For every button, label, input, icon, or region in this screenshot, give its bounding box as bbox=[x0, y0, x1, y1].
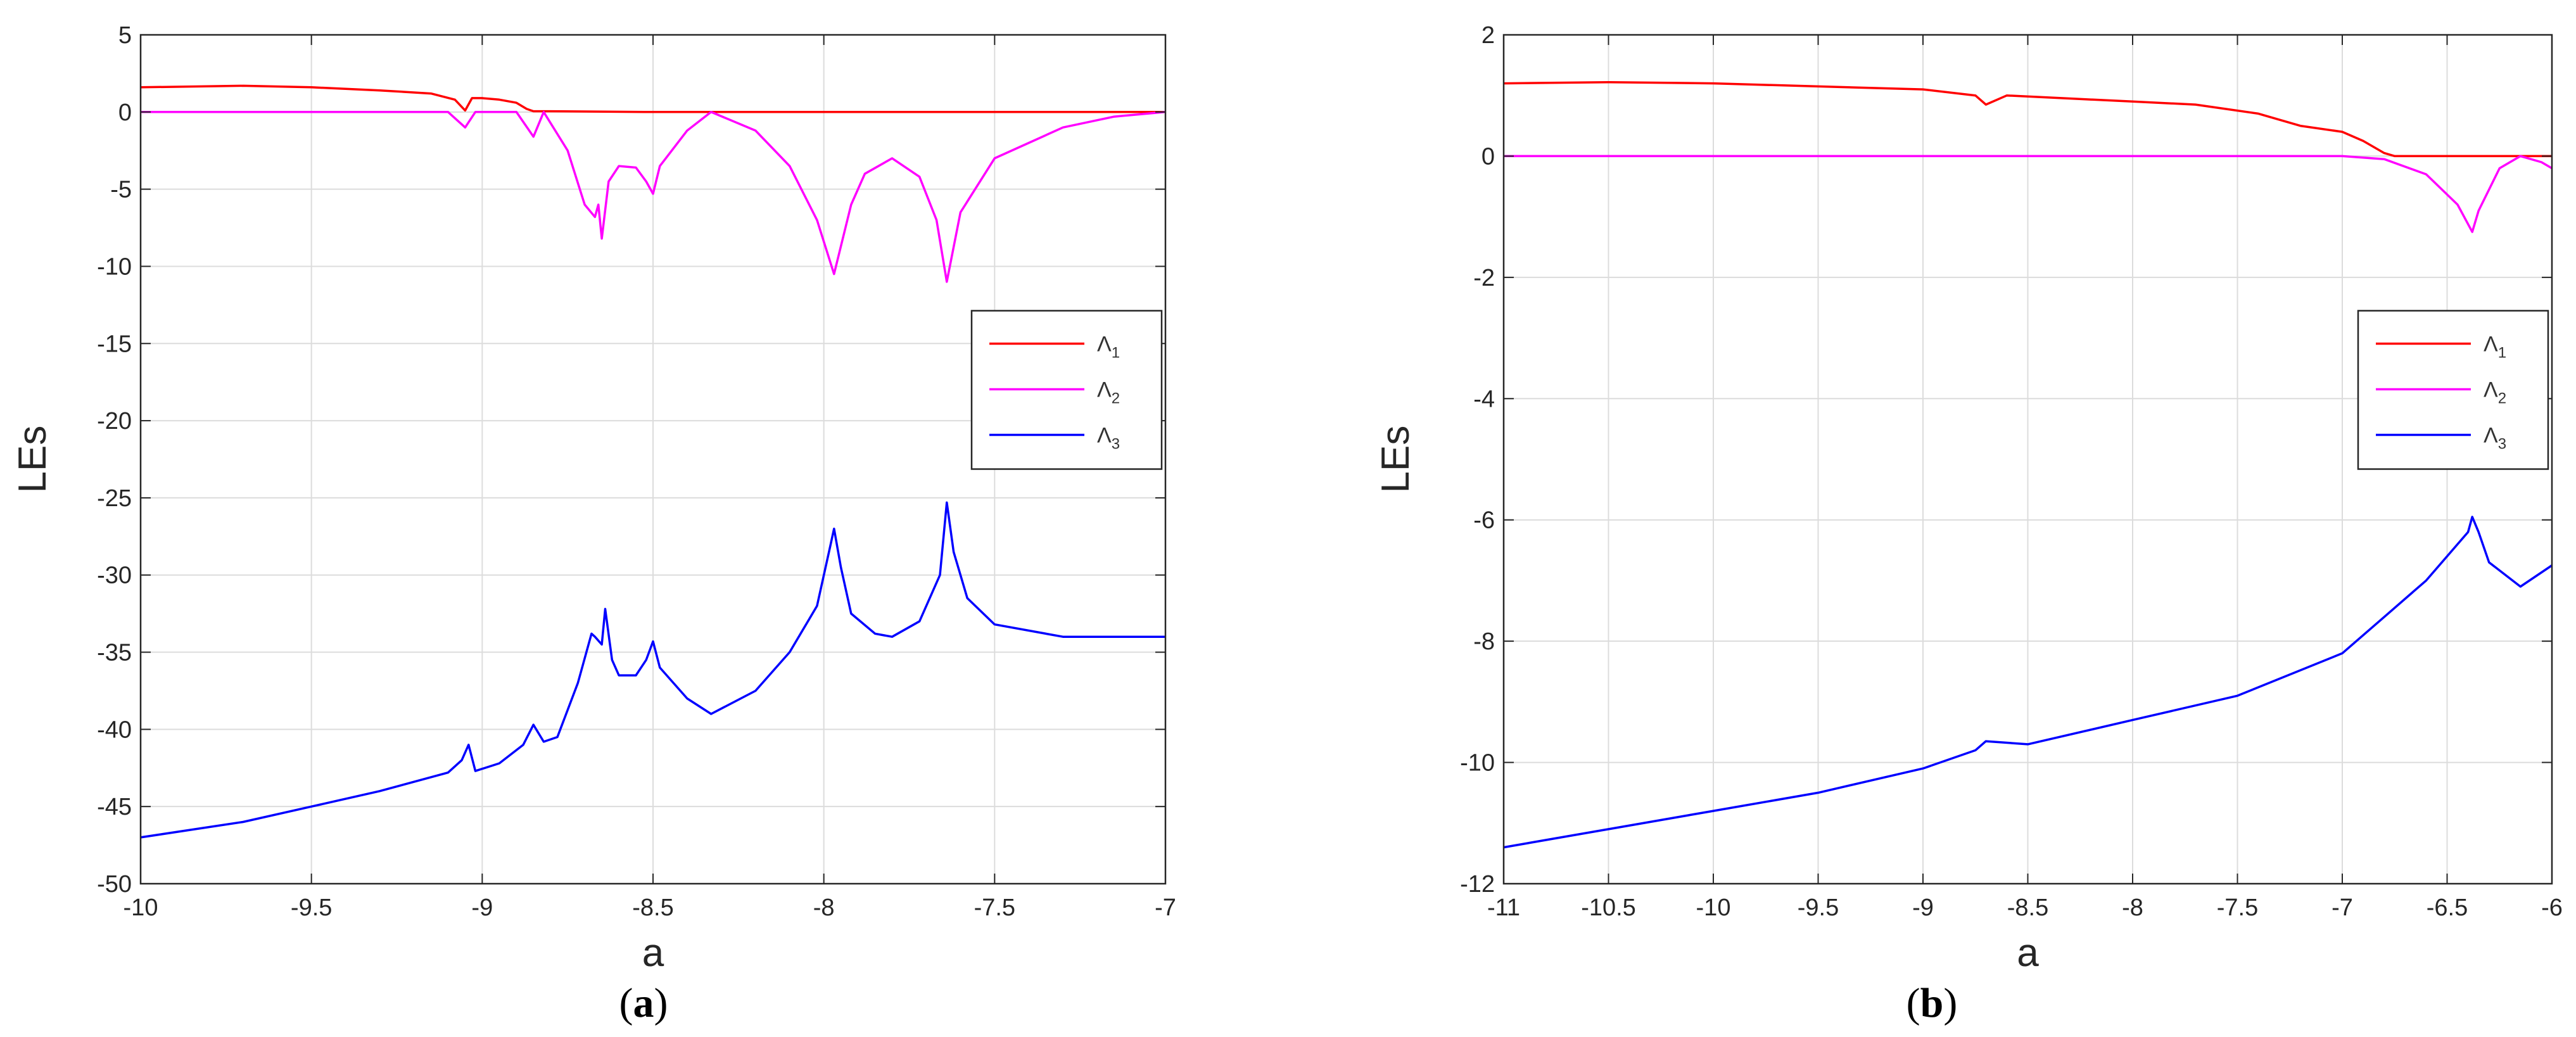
series-line-lambda2 bbox=[1504, 155, 2553, 233]
plot-area: -10 -9.5 -9 -8.5 -8 -7.5 -7 5 0 -5 -10 -15 -20 -25 -30… bbox=[11, 22, 1176, 975]
y-tick-label: -4 bbox=[1473, 386, 1495, 412]
x-tick-label: -10.5 bbox=[1581, 894, 1636, 921]
x-tick-label: -8 bbox=[813, 894, 835, 921]
y-tick-label: -30 bbox=[97, 563, 132, 589]
x-tick-label: -8 bbox=[2122, 894, 2143, 921]
y-tick-label: -5 bbox=[110, 177, 132, 203]
legend-label-lambda3: Λ3 bbox=[2484, 424, 2506, 453]
series-line-lambda1 bbox=[140, 84, 1165, 113]
y-axis-label: LEs bbox=[11, 426, 54, 493]
y-tick-label: -45 bbox=[97, 794, 132, 820]
series-line-lambda1 bbox=[1503, 80, 2552, 158]
x-tick-label: -9 bbox=[471, 894, 493, 921]
x-axis-label: a bbox=[2017, 931, 2039, 975]
x-tick-label: -10 bbox=[124, 894, 158, 921]
chart-panel-b: (b) -11 -10.5 -10 -9.5 -9 -8.5 -8 -7.5 -7 -6.5 -6 2… bbox=[1288, 0, 2576, 1037]
series-line-lambda3 bbox=[140, 501, 1165, 839]
x-tick-label: -7.5 bbox=[2217, 894, 2258, 921]
y-axis-label: LEs bbox=[1374, 426, 1418, 493]
x-tick-label: -7 bbox=[1155, 894, 1176, 921]
y-tick-label: 2 bbox=[1482, 22, 1495, 49]
y-tick-label: -10 bbox=[1460, 750, 1495, 777]
x-tick-label: -7 bbox=[2332, 894, 2353, 921]
x-tick-label: -10 bbox=[1696, 894, 1731, 921]
chart-panel-a: (a) -10 -9.5 -9 -8.5 -8 -7.5 -7 5 0 -5 -10 -15 -20 -2… bbox=[11, 22, 1176, 1026]
y-tick-label: -6 bbox=[1473, 507, 1495, 534]
caption-a: (a) bbox=[619, 980, 668, 1026]
y-tick-label: -50 bbox=[97, 871, 132, 898]
x-tick-label: -9.5 bbox=[1798, 894, 1839, 921]
y-tick-label: -35 bbox=[97, 640, 132, 666]
y-tick-label: 0 bbox=[118, 99, 132, 126]
legend-label-lambda3: Λ3 bbox=[1097, 424, 1120, 453]
y-tick-label: -15 bbox=[97, 331, 132, 357]
legend-label-lambda1: Λ1 bbox=[1097, 333, 1120, 362]
x-tick-label: -8.5 bbox=[2007, 894, 2048, 921]
x-tick-label: -6 bbox=[2541, 894, 2563, 921]
x-tick-label: -9 bbox=[1912, 894, 1934, 921]
series-line-lambda2 bbox=[141, 111, 1166, 283]
x-tick-label: -6.5 bbox=[2427, 894, 2468, 921]
x-tick-label: -11 bbox=[1487, 894, 1520, 921]
y-tick-label: -25 bbox=[97, 485, 132, 512]
plot-area: -11 -10.5 -10 -9.5 -9 -8.5 -8 -7.5 -7 -6.5 -6 2 0 -2 -… bbox=[1374, 22, 2563, 975]
legend-label-lambda2: Λ2 bbox=[1097, 378, 1120, 407]
series-line-lambda3 bbox=[1503, 516, 2553, 849]
caption-b: (b) bbox=[1907, 980, 1958, 1026]
legend-label-lambda1: Λ1 bbox=[2484, 333, 2506, 362]
y-tick-label: 0 bbox=[1482, 143, 1495, 170]
y-tick-label: 5 bbox=[118, 22, 132, 49]
y-tick-label: -10 bbox=[97, 253, 132, 280]
x-tick-label: -9.5 bbox=[291, 894, 332, 921]
y-tick-label: -8 bbox=[1473, 628, 1495, 655]
y-tick-label: -2 bbox=[1473, 265, 1495, 291]
y-tick-label: -40 bbox=[97, 716, 132, 743]
chart-a: (a) -10 -9.5 -9 -8.5 -8 -7.5 -7 5 0 -5 -10 -15 -20 -2… bbox=[11, 22, 1176, 1026]
legend-label-lambda2: Λ2 bbox=[2484, 378, 2506, 407]
y-tick-label: -12 bbox=[1460, 871, 1495, 898]
chart-b: (b) -11 -10.5 -10 -9.5 -9 -8.5 -8 -7.5 -7 -6.5 -6 2… bbox=[1374, 22, 2563, 1026]
legend: Λ1 Λ2 Λ3 bbox=[970, 310, 1163, 470]
x-axis-label: a bbox=[642, 931, 664, 975]
y-tick-label: -20 bbox=[97, 408, 132, 435]
legend: Λ1 Λ2 Λ3 bbox=[2357, 310, 2549, 470]
x-tick-label: -7.5 bbox=[974, 894, 1015, 921]
x-tick-label: -8.5 bbox=[632, 894, 673, 921]
